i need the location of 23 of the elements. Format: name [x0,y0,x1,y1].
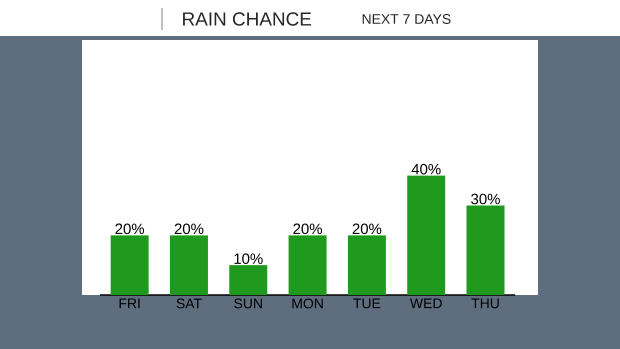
data-label: 20% [115,224,144,234]
x-tick-label: TUE [353,298,380,308]
bar [407,176,446,296]
data-label: 20% [293,224,322,234]
x-tick-label: WED [410,298,442,308]
bar [348,235,386,296]
x-tick-label: SAT [176,298,202,308]
x-tick-label: FRI [120,298,140,308]
chart-title: RAIN CHANCE [183,12,312,26]
x-tick-label: SUN [234,298,262,308]
x-tick-label: THU [471,298,499,308]
bar [110,235,149,296]
x-tick-label: MON [292,298,323,308]
chart-subtitle: NEXT 7 DAYS [362,14,451,24]
bar [466,205,505,296]
bar [170,235,208,296]
data-label: 40% [412,164,441,174]
bar [288,235,327,296]
data-label: 10% [234,253,263,264]
data-label: 20% [174,224,204,234]
data-label: 20% [352,224,382,234]
bar [229,265,268,296]
data-label: 30% [471,194,500,204]
